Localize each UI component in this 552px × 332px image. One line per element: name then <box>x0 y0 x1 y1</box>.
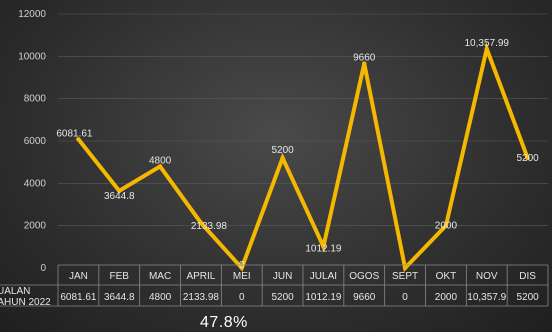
data-point <box>117 188 122 194</box>
table-header-cell: JAN <box>69 271 88 282</box>
y-tick-label: 12000 <box>18 9 46 20</box>
data-label: 5200 <box>516 153 539 164</box>
table-header-cell: OGOS <box>349 271 379 282</box>
y-tick-label: 2000 <box>24 221 47 232</box>
table-header-cell: NOV <box>476 271 498 282</box>
table-header-cell: MAC <box>149 271 171 282</box>
y-tick-label: 4000 <box>24 178 47 189</box>
table-value-cell: 4800 <box>149 292 172 303</box>
data-point <box>484 46 489 51</box>
table-header-cell: JULAI <box>310 271 337 282</box>
data-label: 5200 <box>271 145 294 156</box>
table-header-cell: APRIL <box>186 271 215 282</box>
table-value-cell: 10,357.9 <box>467 292 506 303</box>
table-header-cell: DIS <box>519 271 536 282</box>
table-value-cell: 9660 <box>353 292 376 303</box>
data-point <box>402 265 408 271</box>
data-point <box>239 265 244 271</box>
data-label: 2000 <box>435 221 458 232</box>
series-line <box>76 41 530 273</box>
table-row-label: JUALAN <box>0 286 30 297</box>
table-header-cell: MEI <box>233 271 251 282</box>
data-label: 4800 <box>149 155 172 166</box>
table-header-cell: FEB <box>110 271 130 282</box>
data-point <box>280 155 285 161</box>
table-value-cell: 0 <box>239 292 245 303</box>
y-tick-label: 0 <box>40 263 46 274</box>
bottom-overlay-text: 47.8% <box>200 314 248 331</box>
y-tick-label: 6000 <box>24 136 47 147</box>
data-label: 2133.98 <box>191 221 228 232</box>
data-label: 1012.19 <box>305 244 342 255</box>
data-label: 6081.61 <box>56 128 93 139</box>
table-row-label: TAHUN 2022 <box>0 297 51 308</box>
table-value-cell: 5200 <box>516 292 539 303</box>
table-header-cell: JUN <box>273 271 292 282</box>
table-value-cell: 6081.61 <box>60 292 97 303</box>
y-tick-label: 8000 <box>24 94 47 105</box>
data-label: 10,357.99 <box>465 38 510 49</box>
data-point <box>198 220 204 226</box>
table-value-cell: 2000 <box>435 292 458 303</box>
data-label: 0 <box>239 260 245 271</box>
data-label: 9660 <box>353 53 376 64</box>
data-point <box>157 164 163 169</box>
data-point <box>525 155 530 161</box>
table-header-cell: OKT <box>436 271 457 282</box>
table-value-cell: 5200 <box>271 292 294 303</box>
table-value-cell: 1012.19 <box>305 292 342 303</box>
data-label: 3644.8 <box>104 191 135 202</box>
table-value-cell: 0 <box>402 292 408 303</box>
data-point <box>443 223 449 228</box>
table-value-cell: 3644.8 <box>104 292 135 303</box>
data-point <box>76 137 81 142</box>
table-header-cell: SEPT <box>392 271 418 282</box>
data-point <box>321 244 326 249</box>
y-tick-label: 10000 <box>18 51 46 62</box>
table-value-cell: 2133.98 <box>183 292 220 303</box>
data-point <box>362 61 367 66</box>
